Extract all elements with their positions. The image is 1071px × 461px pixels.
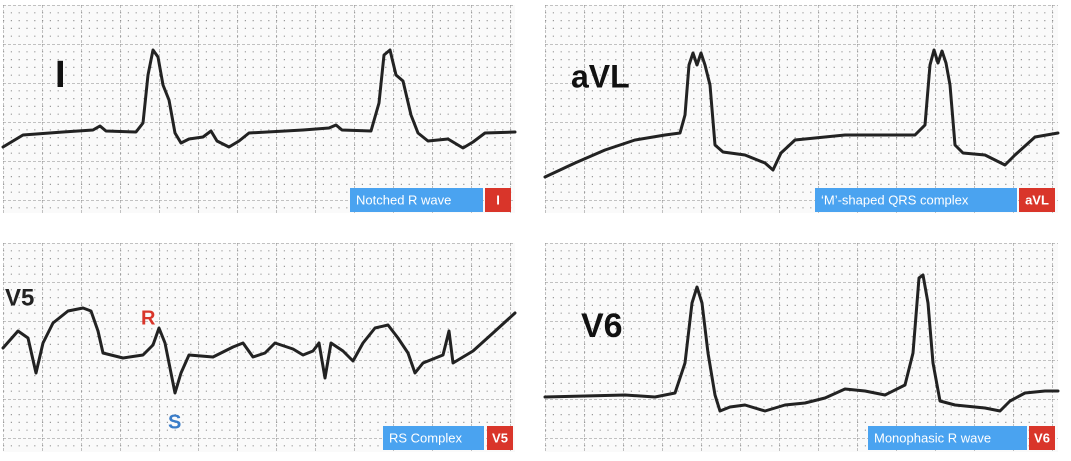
caption-box (350, 188, 483, 212)
ecg-trace (1, 48, 517, 150)
lead-tag: V5 (492, 430, 508, 445)
lead-label: V5 (5, 284, 34, 311)
ecg-trace (543, 48, 1060, 179)
lead-tag: I (496, 192, 500, 207)
lead-label: aVL (571, 58, 630, 94)
ecg-trace (543, 273, 1060, 413)
r-wave-annotation: R (141, 307, 156, 329)
panel: aVL ‘M’-shaped QRS complex aVL (543, 5, 1060, 213)
ecg-grid (3, 243, 515, 452)
ecg-grid (545, 243, 1058, 452)
lead-tag-box (1019, 188, 1055, 212)
caption: ‘M’-shaped QRS complex (821, 192, 969, 207)
caption-box (383, 426, 484, 450)
ecg-grid (545, 5, 1058, 213)
panel: V6 Monophasic R wave V6 (543, 243, 1060, 452)
lead-label: I (55, 54, 66, 96)
lead-label: V6 (581, 307, 623, 345)
lead-tag: V6 (1034, 430, 1050, 445)
caption: Monophasic R wave (874, 430, 991, 445)
panel: V5 R S RS Complex V5 (1, 243, 517, 452)
lead-tag-box (1029, 426, 1055, 450)
lead-tag-box (487, 426, 513, 450)
lead-tag: aVL (1025, 192, 1049, 207)
lead-tag-box (485, 188, 511, 212)
s-wave-annotation: S (168, 411, 181, 433)
caption: Notched R wave (356, 192, 451, 207)
caption-box (868, 426, 1027, 450)
ecg-grid (3, 5, 515, 213)
caption: RS Complex (389, 430, 462, 445)
panel: I Notched R wave I (1, 5, 517, 213)
caption-box (815, 188, 1017, 212)
ecg-trace (1, 306, 517, 395)
